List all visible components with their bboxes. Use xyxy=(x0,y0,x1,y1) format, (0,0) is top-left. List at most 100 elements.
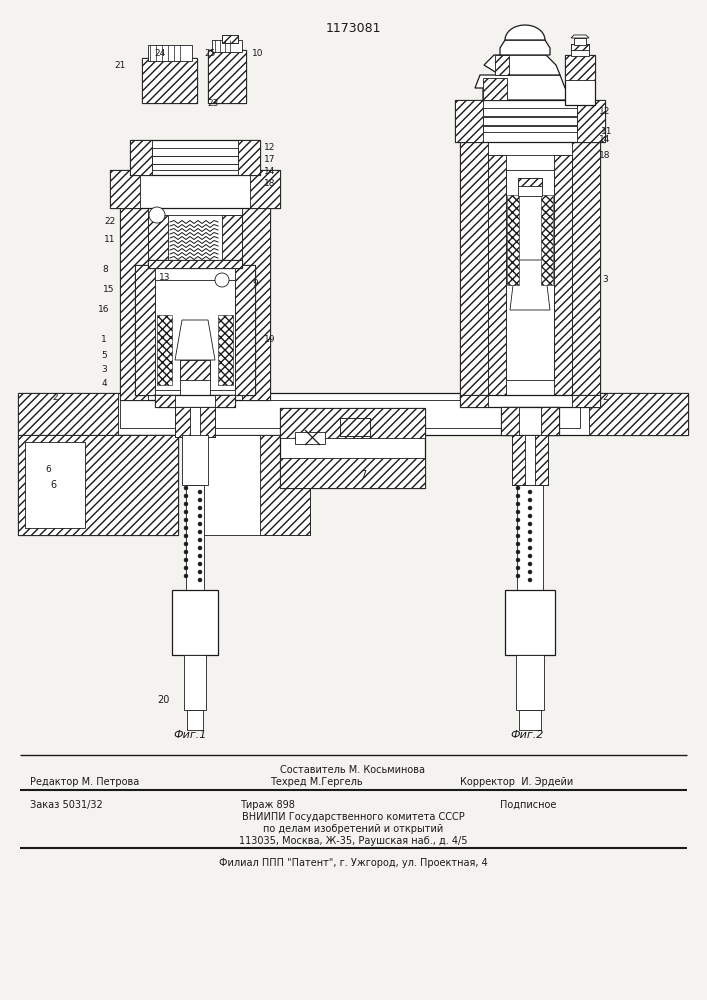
Bar xyxy=(577,100,605,142)
Circle shape xyxy=(198,562,202,566)
Circle shape xyxy=(528,506,532,510)
Text: 6: 6 xyxy=(50,480,56,490)
Bar xyxy=(120,400,580,428)
Circle shape xyxy=(516,510,520,514)
Text: 18: 18 xyxy=(600,150,611,159)
Bar xyxy=(483,126,577,132)
Text: 5: 5 xyxy=(101,351,107,360)
Bar xyxy=(130,140,260,175)
Bar xyxy=(18,435,178,535)
Bar xyxy=(572,395,600,407)
Text: 1173081: 1173081 xyxy=(325,21,381,34)
Circle shape xyxy=(528,546,532,550)
Text: 3: 3 xyxy=(602,275,608,284)
Bar xyxy=(483,78,507,100)
Text: 20: 20 xyxy=(157,695,170,705)
Bar xyxy=(512,435,525,485)
Text: 10: 10 xyxy=(252,48,264,57)
Text: 12: 12 xyxy=(600,107,611,116)
Bar xyxy=(280,408,425,438)
Circle shape xyxy=(516,566,520,570)
Text: Редактор М. Петрова: Редактор М. Петрова xyxy=(30,777,139,787)
Circle shape xyxy=(198,506,202,510)
Circle shape xyxy=(184,566,188,570)
Circle shape xyxy=(528,562,532,566)
Bar xyxy=(565,55,595,80)
Bar xyxy=(518,178,542,196)
Bar xyxy=(222,35,238,43)
Circle shape xyxy=(184,526,188,530)
Text: 22: 22 xyxy=(105,218,116,227)
Circle shape xyxy=(184,502,188,506)
Polygon shape xyxy=(571,35,589,38)
Bar xyxy=(182,435,208,485)
Circle shape xyxy=(184,486,188,490)
Circle shape xyxy=(516,486,520,490)
Bar xyxy=(488,155,572,395)
Bar xyxy=(260,435,310,535)
Circle shape xyxy=(184,518,188,522)
Polygon shape xyxy=(175,320,215,360)
Text: 16: 16 xyxy=(98,306,110,314)
Bar xyxy=(280,458,425,488)
Text: 13: 13 xyxy=(159,273,171,282)
Circle shape xyxy=(198,570,202,574)
Text: 19: 19 xyxy=(264,336,276,344)
Text: Техред М.Гергель: Техред М.Гергель xyxy=(270,777,363,787)
Circle shape xyxy=(198,530,202,534)
Bar xyxy=(148,260,242,268)
Bar xyxy=(340,418,370,436)
Bar xyxy=(18,435,178,535)
Bar xyxy=(110,170,280,208)
Text: 18: 18 xyxy=(264,178,276,188)
Text: 12: 12 xyxy=(264,143,276,152)
Bar xyxy=(180,360,210,395)
Text: Заказ 5031/32: Заказ 5031/32 xyxy=(30,800,103,810)
Circle shape xyxy=(528,514,532,518)
Circle shape xyxy=(528,570,532,574)
Bar xyxy=(218,315,233,385)
Bar xyxy=(208,50,246,103)
Polygon shape xyxy=(500,40,550,55)
Bar xyxy=(184,655,206,710)
Bar xyxy=(155,395,235,407)
Bar xyxy=(152,164,238,170)
Text: 25: 25 xyxy=(204,48,216,57)
Circle shape xyxy=(528,498,532,502)
Bar xyxy=(589,393,688,435)
Circle shape xyxy=(215,273,229,287)
Polygon shape xyxy=(510,260,550,310)
Bar xyxy=(180,360,210,380)
Text: Тираж 898: Тираж 898 xyxy=(240,800,295,810)
Bar xyxy=(554,155,572,395)
Bar xyxy=(280,408,425,488)
Circle shape xyxy=(184,550,188,554)
Bar xyxy=(483,108,577,116)
Circle shape xyxy=(528,554,532,558)
Circle shape xyxy=(528,530,532,534)
Text: 3: 3 xyxy=(101,365,107,374)
Text: 7: 7 xyxy=(360,470,366,480)
Bar xyxy=(142,58,197,103)
Bar xyxy=(175,407,215,437)
Bar xyxy=(222,215,242,265)
Text: Фиг.2: Фиг.2 xyxy=(510,730,544,740)
Bar xyxy=(238,140,260,175)
Bar xyxy=(242,205,270,400)
Bar xyxy=(340,418,370,436)
Bar xyxy=(250,170,280,208)
Bar xyxy=(148,45,192,61)
Bar xyxy=(222,35,238,43)
Text: Корректор  И. Эрдейи: Корректор И. Эрдейи xyxy=(460,777,573,787)
Circle shape xyxy=(198,498,202,502)
Text: 4: 4 xyxy=(101,378,107,387)
Circle shape xyxy=(516,550,520,554)
Bar xyxy=(460,395,488,407)
Bar xyxy=(175,407,190,437)
Bar xyxy=(572,140,600,400)
Bar xyxy=(541,195,553,285)
Text: ВНИИПИ Государственного комитета СССР: ВНИИПИ Государственного комитета СССР xyxy=(242,812,464,822)
Bar xyxy=(517,485,543,590)
Circle shape xyxy=(198,514,202,518)
Circle shape xyxy=(516,494,520,498)
